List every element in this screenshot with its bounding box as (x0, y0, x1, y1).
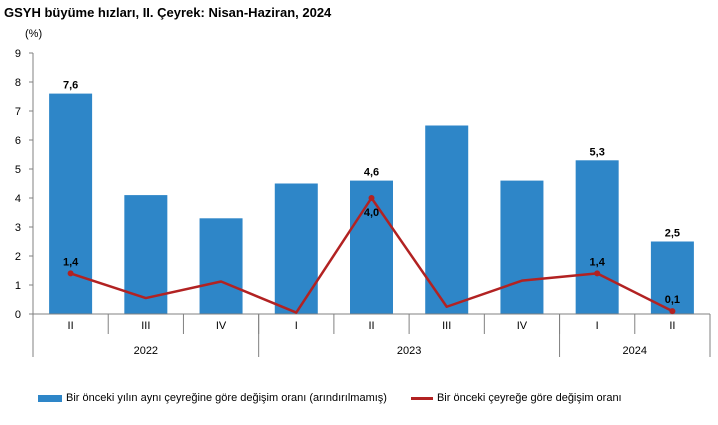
y-tick-label: 1 (15, 280, 21, 292)
bar (425, 125, 469, 314)
line-point (368, 195, 375, 201)
bar (350, 180, 393, 314)
year-group-label: 2023 (397, 345, 421, 357)
line-point (67, 270, 74, 277)
y-tick-label: 6 (15, 135, 21, 147)
bar-data-label: 2,5 (665, 228, 680, 240)
legend: Bir önceki yılın aynı çeyreğine göre değ… (38, 392, 646, 404)
line-data-label: 1,4 (590, 256, 606, 268)
legend-swatch-bar (38, 394, 62, 402)
bar-data-label: 4,6 (364, 167, 379, 179)
y-tick-label: 8 (15, 77, 21, 89)
line-point (669, 308, 676, 315)
bar (575, 160, 619, 314)
year-group-label: 2024 (623, 345, 647, 357)
line-data-label: 4,0 (364, 207, 379, 219)
bar-data-label: 5,3 (590, 146, 605, 158)
line-point (594, 270, 601, 277)
legend-label-line-series: Bir önceki çeyreğe göre değişim oranı (436, 392, 622, 404)
x-tick-label: III (141, 320, 150, 332)
bar (500, 180, 544, 314)
y-tick-label: 0 (15, 309, 21, 321)
y-tick-label: 9 (15, 48, 21, 60)
bar (199, 218, 243, 314)
legend-item-bar-series: Bir önceki yılın aynı çeyreğine göre değ… (38, 392, 387, 404)
x-tick-label: III (442, 320, 451, 332)
year-group-label: 2022 (134, 345, 158, 357)
legend-item-line-series: Bir önceki çeyreğe göre değişim oranı (410, 392, 622, 404)
y-tick-label: 4 (15, 193, 21, 205)
line-data-label: 0,1 (665, 294, 680, 306)
x-tick-label: IV (216, 320, 227, 332)
bar (49, 93, 93, 314)
y-tick-label: 3 (15, 222, 21, 234)
legend-label-bar-series: Bir önceki yılın aynı çeyreğine göre değ… (66, 392, 387, 404)
bar (124, 195, 168, 314)
y-tick-label: 7 (15, 106, 21, 118)
bar (274, 183, 318, 314)
x-tick-label: II (368, 320, 374, 332)
line-data-label: 1,4 (63, 256, 79, 268)
bar-data-label: 7,6 (63, 80, 78, 92)
y-tick-label: 2 (15, 251, 21, 263)
legend-swatch-line (410, 396, 433, 400)
chart-title: GSYH büyüme hızları, II. Çeyrek: Nisan-H… (4, 5, 332, 20)
x-tick-label: II (68, 320, 74, 332)
x-tick-label: II (669, 320, 675, 332)
y-axis-label: (%) (25, 28, 42, 40)
bar (650, 241, 694, 314)
y-tick-label: 5 (15, 164, 21, 176)
x-tick-label: I (295, 320, 298, 332)
x-tick-label: IV (517, 320, 528, 332)
x-tick-label: I (596, 320, 599, 332)
